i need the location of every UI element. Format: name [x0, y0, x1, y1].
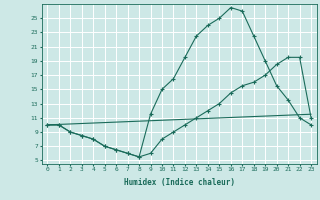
- X-axis label: Humidex (Indice chaleur): Humidex (Indice chaleur): [124, 178, 235, 187]
